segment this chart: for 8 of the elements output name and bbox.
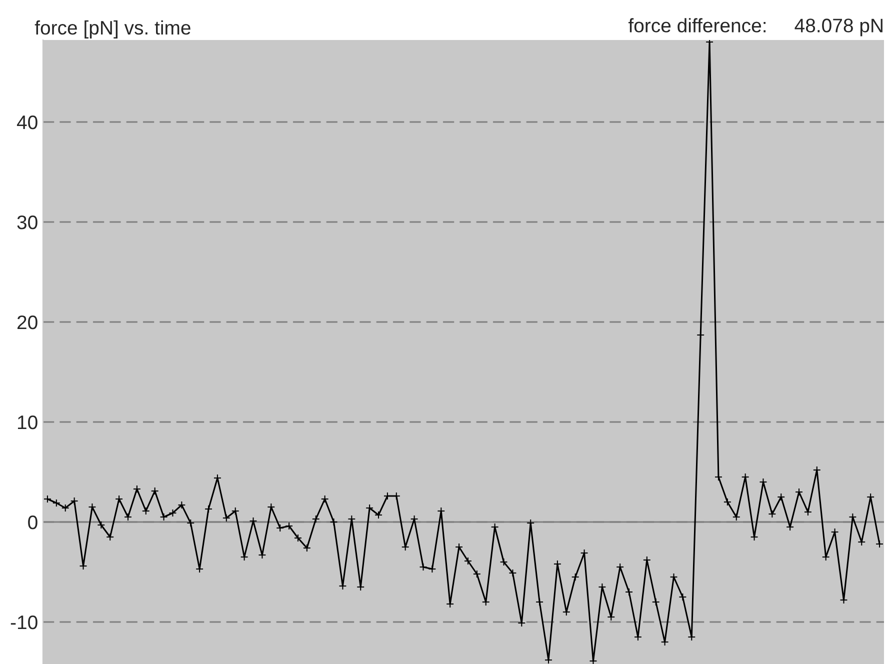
y-tick-label: 0 [28, 515, 38, 530]
y-tick-label: 10 [18, 415, 38, 430]
chart-title: force [pN] vs. time [34, 20, 190, 38]
y-tick-label: -10 [10, 615, 38, 630]
y-tick-label: 30 [17, 215, 38, 230]
text: force difference: 48.078 pN [628, 18, 882, 36]
y-tick-label: 20 [17, 315, 38, 330]
y-tick-label: 40 [16, 115, 38, 130]
